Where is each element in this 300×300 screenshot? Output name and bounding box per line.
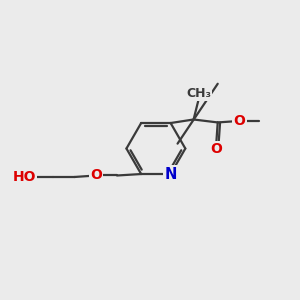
Text: O: O: [90, 169, 102, 182]
Text: CH₃: CH₃: [186, 87, 212, 101]
Text: O: O: [234, 114, 245, 128]
Text: N: N: [164, 167, 177, 182]
Text: HO: HO: [12, 170, 36, 184]
Text: O: O: [210, 142, 222, 156]
